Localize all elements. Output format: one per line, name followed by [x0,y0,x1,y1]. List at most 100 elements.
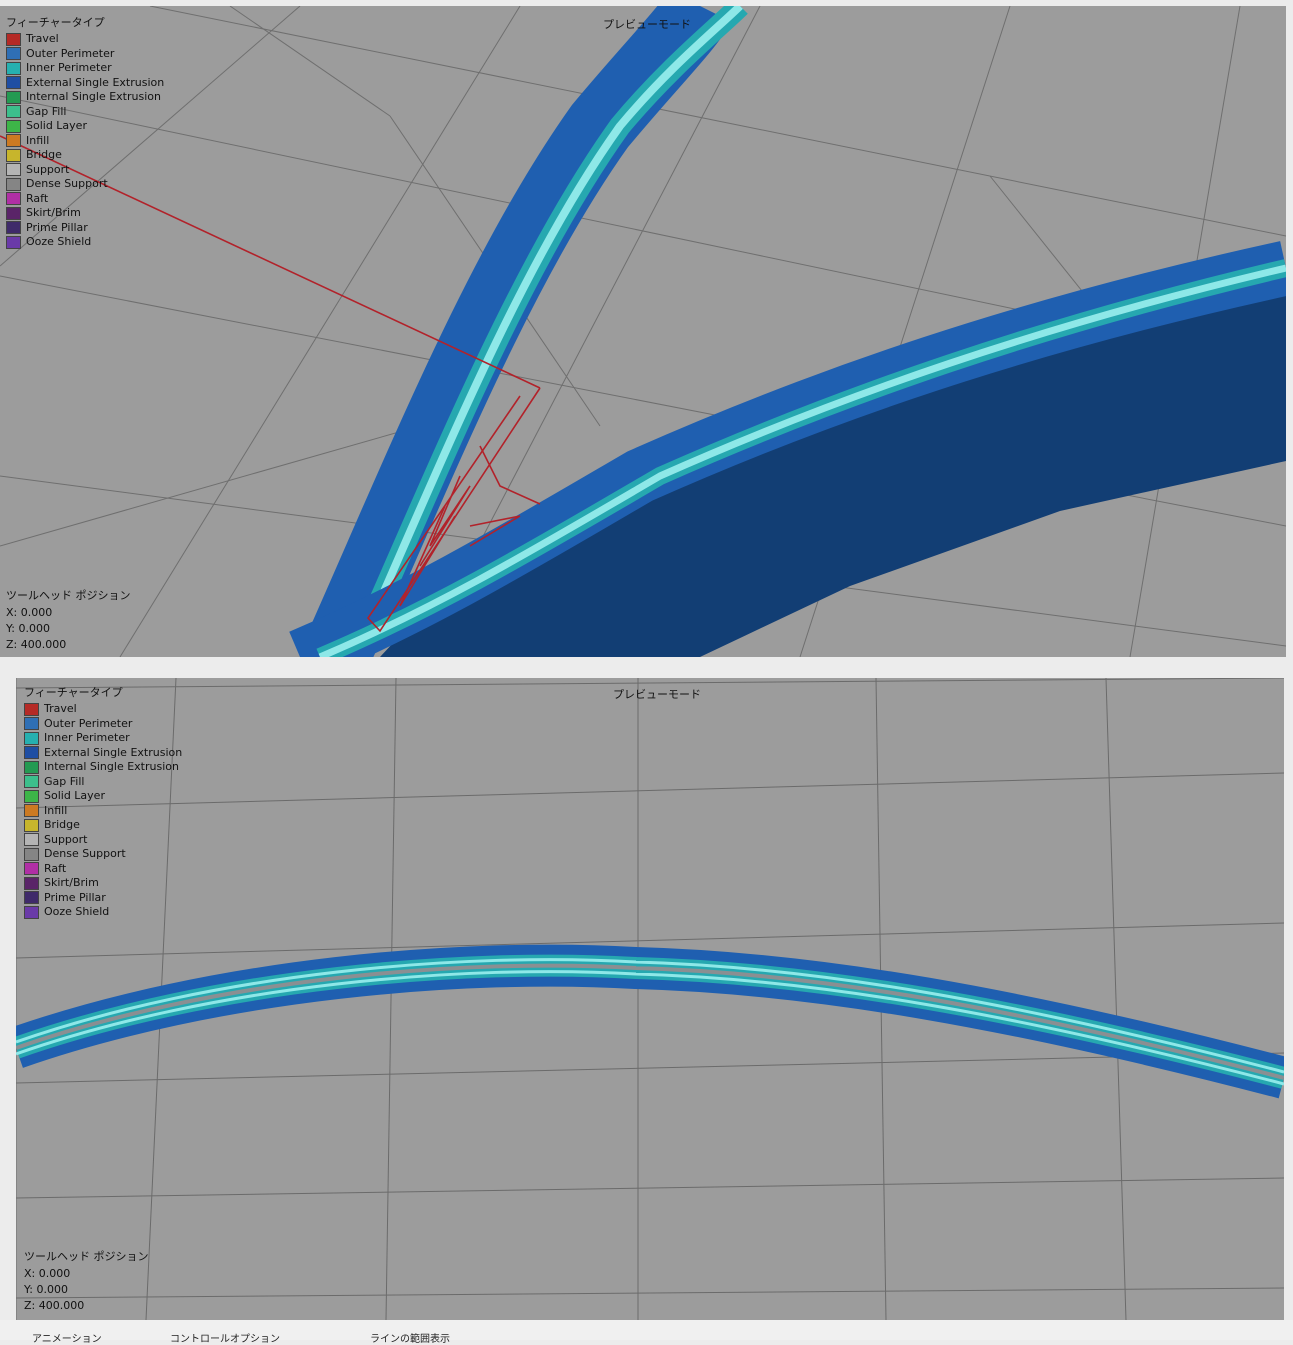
legend-item: Support [24,833,182,848]
legend-swatch [6,90,21,104]
legend-item: Travel [6,32,164,47]
legend-swatch [6,105,21,119]
legend-item-label: Infill [26,133,50,147]
legend-swatch [6,192,21,206]
toolhead-title: ツールヘッド ポジション [6,589,131,602]
legend-swatch [24,876,39,890]
toolpath-canvas-bottom[interactable] [16,678,1284,1320]
tab-line-range[interactable]: ラインの範囲表示 [370,1334,450,1345]
legend-item-label: Ooze Shield [44,905,110,919]
preview-mode-label: プレビューモード [613,688,701,701]
legend-item: Internal Single Extrusion [6,90,164,105]
legend-item: Gap Fill [24,775,182,790]
legend-swatch [6,221,21,235]
legend-item: Inner Perimeter [24,731,182,746]
legend-item-label: Support [26,162,70,176]
legend-item: Raft [6,192,164,207]
legend-item: Prime Pillar [24,891,182,906]
legend-item-label: Dense Support [26,177,108,191]
legend-swatch [24,717,39,731]
legend-swatch [24,833,39,847]
inner-perimeter-branch-highlight [356,6,743,648]
feature-type-legend: フィーチャータイプ Travel Outer Perimeter Inner Per… [24,686,182,920]
legend-swatch [6,47,21,61]
legend-item-label: Outer Perimeter [44,716,133,730]
legend-item: Solid Layer [6,119,164,134]
legend-item-label: Raft [26,191,49,205]
legend-item-label: Internal Single Extrusion [44,760,179,774]
tab-animation[interactable]: アニメーション [32,1334,102,1345]
legend-item: Solid Layer [24,789,182,804]
toolhead-z: Z: 400.000 [6,638,67,651]
legend-swatch [6,177,21,191]
legend-item: Gap Fill [6,105,164,120]
inner-perimeter-highlight-upper [16,958,1284,1074]
legend-swatch [6,206,21,220]
legend-item-label: Bridge [44,818,80,832]
preview-mode-label: プレビューモード [603,18,691,31]
toolhead-y: Y: 0.000 [24,1283,68,1296]
legend-item-label: Solid Layer [44,789,105,803]
toolhead-y: Y: 0.000 [6,622,50,635]
legend-swatch [24,905,39,919]
outer-perimeter-branch [308,6,732,657]
wall-side-face [380,291,1286,657]
legend-swatch [24,789,39,803]
legend-item-label: External Single Extrusion [44,745,183,759]
toolhead-position: ツールヘッド ポジション X: 0.000 Y: 0.000 Z: 400.00… [6,588,131,653]
legend-swatch [6,235,21,249]
legend-item-label: Skirt/Brim [26,206,81,220]
legend-item: Infill [24,804,182,819]
legend-item: External Single Extrusion [24,746,182,761]
legend-swatch [6,32,21,46]
legend-item-label: Bridge [26,148,62,162]
toolpath-canvas-top[interactable] [0,6,1286,657]
legend-item: Skirt/Brim [24,876,182,891]
legend-item: Dense Support [6,177,164,192]
tab-control-options[interactable]: コントロールオプション [170,1334,280,1345]
preview-viewport-top[interactable]: フィーチャータイプ Travel Outer Perimeter Inner Per… [0,6,1286,657]
legend-item: Travel [24,702,182,717]
legend-swatch [24,818,39,832]
legend-swatch [24,702,39,716]
legend-item-label: Dense Support [44,847,126,861]
legend-item-label: Gap Fill [26,104,67,118]
legend-item-label: Prime Pillar [26,220,88,234]
legend-swatch [24,804,39,818]
legend-items: Travel Outer Perimeter Inner Perimeter Exte… [6,32,164,250]
legend-swatch [6,134,21,148]
legend-item: Dense Support [24,847,182,862]
legend-item-label: Ooze Shield [26,235,92,249]
legend-swatch [24,760,39,774]
legend-item-label: Gap Fill [44,774,85,788]
legend-swatch [6,163,21,177]
legend-item: Support [6,163,164,178]
legend-item-label: Raft [44,861,67,875]
legend-item: Ooze Shield [6,235,164,250]
legend-items: Travel Outer Perimeter Inner Perimeter Exte… [24,702,182,920]
preview-viewport-bottom[interactable]: フィーチャータイプ Travel Outer Perimeter Inner Per… [16,678,1284,1320]
build-plate-grid [16,678,1284,1320]
legend-item: Outer Perimeter [6,47,164,62]
legend-item-label: Internal Single Extrusion [26,90,161,104]
legend-item: Raft [24,862,182,877]
legend-item: Outer Perimeter [24,717,182,732]
legend-swatch [24,775,39,789]
legend-item-label: Outer Perimeter [26,46,115,60]
legend-item: Internal Single Extrusion [24,760,182,775]
legend-item-label: Skirt/Brim [44,876,99,890]
legend-item-label: Support [44,832,88,846]
feature-type-legend: フィーチャータイプ Travel Outer Perimeter Inner Per… [6,16,164,250]
toolhead-z: Z: 400.000 [24,1299,85,1312]
toolhead-title: ツールヘッド ポジション [24,1250,149,1263]
legend-item: Bridge [24,818,182,833]
legend-swatch [6,119,21,133]
legend-title: フィーチャータイプ [6,16,105,29]
legend-swatch [6,76,21,90]
legend-swatch [24,847,39,861]
toolhead-position: ツールヘッド ポジション X: 0.000 Y: 0.000 Z: 400.00… [24,1249,149,1314]
legend-item-label: External Single Extrusion [26,75,165,89]
inner-perimeter-highlight-lower [16,970,1284,1086]
legend-swatch [24,731,39,745]
legend-item-label: Inner Perimeter [44,731,130,745]
